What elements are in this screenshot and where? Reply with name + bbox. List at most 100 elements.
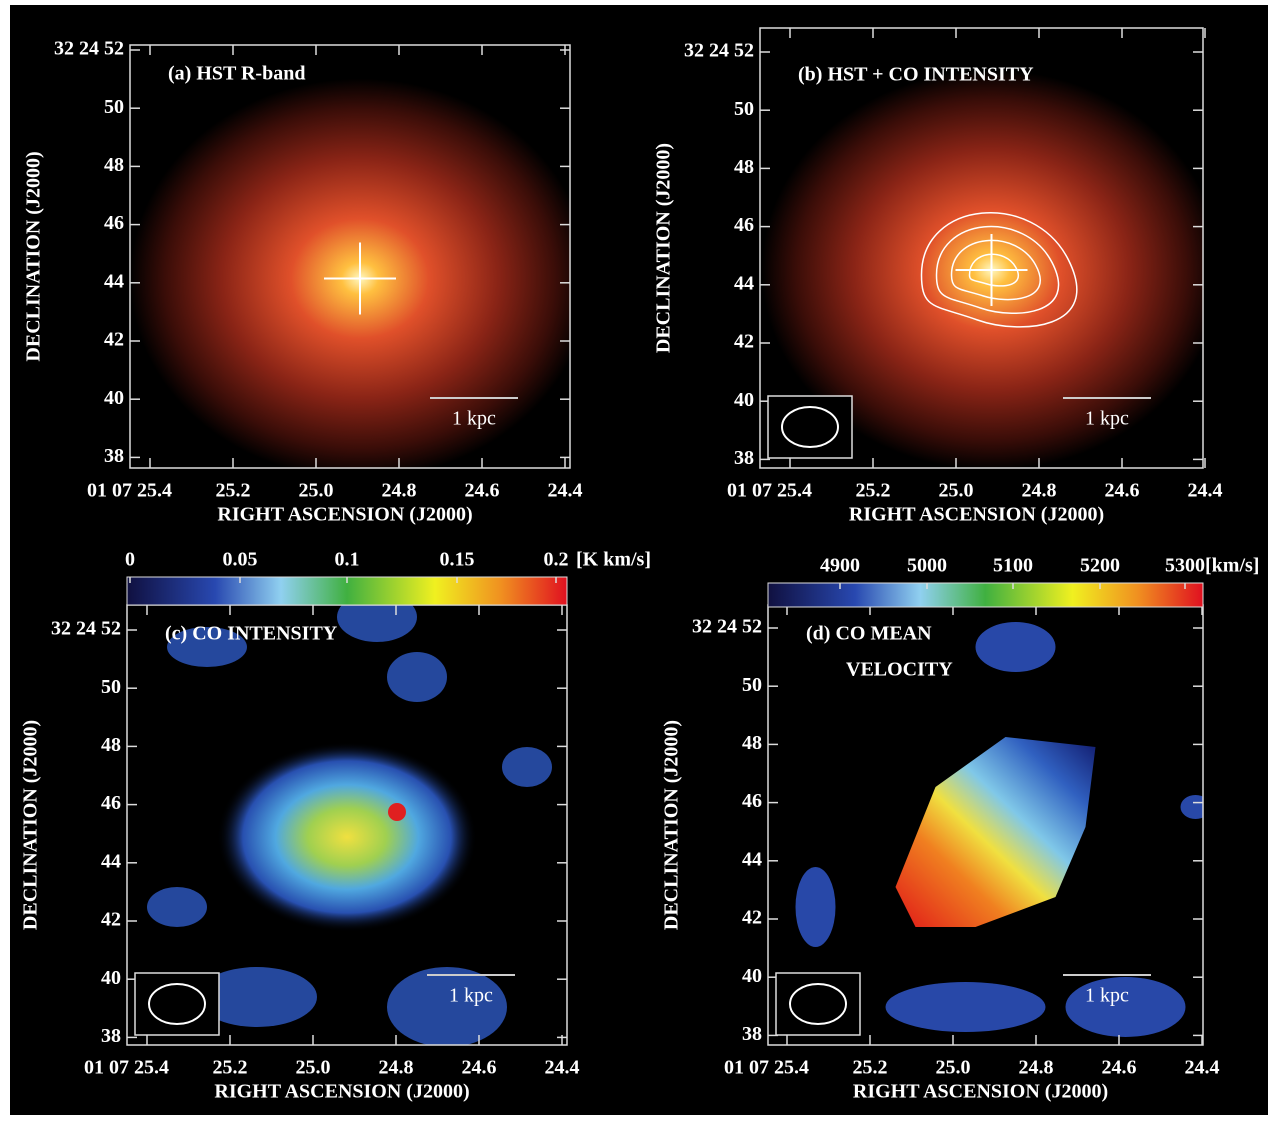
y-axis-title: DECLINATION (J2000) [23, 151, 45, 361]
blob [387, 967, 507, 1047]
scale-bar-label: 1 kpc [1085, 408, 1129, 430]
emission [217, 742, 477, 932]
y-tick-label: 32 24 52 [692, 616, 762, 638]
y-tick-label: 38 [104, 445, 124, 467]
blob [147, 887, 207, 927]
x-axis-title: RIGHT ASCENSION (J2000) [217, 504, 472, 526]
colorbar-tick-label: 5100 [993, 555, 1033, 577]
colorbar [768, 583, 1203, 607]
y-tick-label: 32 24 52 [51, 618, 121, 640]
x-tick-label: 25.0 [299, 480, 334, 502]
x-tick-label: 25.2 [213, 1057, 248, 1079]
y-tick-label: 46 [101, 792, 121, 814]
x-tick-label: 24.6 [1105, 480, 1140, 502]
panel-label: (c) CO INTENSITY [165, 623, 338, 645]
y-tick-label: 40 [742, 965, 762, 987]
x-tick-label: 24.6 [1102, 1057, 1137, 1079]
y-tick-label: 46 [104, 212, 124, 234]
y-tick-label: 50 [734, 98, 754, 120]
panel-label: VELOCITY [846, 659, 953, 681]
colorbar-tick-label: 5200 [1080, 555, 1120, 577]
colorbar-tick-label: 0.2 [544, 549, 569, 571]
y-tick-label: 32 24 52 [684, 40, 754, 62]
y-tick-label: 46 [734, 214, 754, 236]
x-tick-label: 01 07 25.4 [727, 480, 812, 502]
y-tick-label: 44 [104, 270, 124, 292]
colorbar-unit: [K km/s] [576, 549, 651, 571]
y-tick-label: 40 [101, 967, 121, 989]
scale-bar-label: 1 kpc [452, 408, 496, 430]
colorbar-unit: [km/s] [1205, 555, 1259, 577]
x-axis-title: RIGHT ASCENSION (J2000) [853, 1081, 1108, 1103]
y-tick-label: 32 24 52 [54, 38, 124, 60]
y-tick-label: 40 [104, 387, 124, 409]
x-tick-label: 24.4 [1188, 480, 1223, 502]
y-tick-label: 40 [734, 389, 754, 411]
x-tick-label: 25.0 [939, 480, 974, 502]
y-tick-label: 38 [101, 1025, 121, 1047]
x-tick-label: 24.4 [1185, 1057, 1220, 1079]
y-tick-label: 42 [101, 909, 121, 931]
x-tick-label: 25.0 [936, 1057, 971, 1079]
colorbar-tick-label: 0.05 [223, 549, 258, 571]
x-tick-label: 24.6 [465, 480, 500, 502]
image [130, 79, 590, 479]
y-tick-label: 48 [742, 732, 762, 754]
panel-label: (a) HST R-band [168, 63, 305, 85]
panel-label: (b) HST + CO INTENSITY [798, 64, 1034, 86]
panel-label: (d) CO MEAN [806, 623, 932, 645]
x-tick-label: 25.2 [856, 480, 891, 502]
y-tick-label: 38 [742, 1023, 762, 1045]
y-tick-label: 44 [734, 272, 754, 294]
y-tick-label: 42 [104, 329, 124, 351]
x-tick-label: 24.4 [548, 480, 583, 502]
x-tick-label: 25.0 [296, 1057, 331, 1079]
x-axis-title: RIGHT ASCENSION (J2000) [849, 504, 1104, 526]
y-tick-label: 50 [742, 674, 762, 696]
y-tick-label: 46 [742, 790, 762, 812]
y-axis-title: DECLINATION (J2000) [661, 720, 683, 930]
blob [976, 622, 1056, 672]
x-tick-label: 01 07 25.4 [87, 480, 172, 502]
x-tick-label: 24.8 [1019, 1057, 1054, 1079]
x-tick-label: 24.8 [382, 480, 417, 502]
x-tick-label: 24.6 [462, 1057, 497, 1079]
x-tick-label: 24.8 [1022, 480, 1057, 502]
colorbar-tick-label: 5000 [907, 555, 947, 577]
x-tick-label: 24.8 [379, 1057, 414, 1079]
y-tick-label: 48 [101, 734, 121, 756]
y-axis-title: DECLINATION (J2000) [653, 143, 675, 353]
blob [387, 652, 447, 702]
colorbar-tick-label: 5300 [1165, 555, 1205, 577]
scale-bar-label: 1 kpc [1085, 985, 1129, 1007]
x-axis-title: RIGHT ASCENSION (J2000) [214, 1081, 469, 1103]
blob [886, 982, 1046, 1032]
x-tick-label: 24.4 [545, 1057, 580, 1079]
colorbar-tick-label: 0.1 [335, 549, 360, 571]
y-tick-label: 48 [104, 154, 124, 176]
blob [502, 747, 552, 787]
beam-box [776, 973, 860, 1035]
y-tick-label: 50 [101, 676, 121, 698]
y-tick-label: 50 [104, 96, 124, 118]
blob [796, 867, 836, 947]
colorbar-tick-label: 4900 [820, 555, 860, 577]
scale-bar-label: 1 kpc [449, 985, 493, 1007]
peak [388, 803, 406, 821]
y-tick-label: 44 [101, 850, 121, 872]
y-tick-label: 42 [742, 907, 762, 929]
x-tick-label: 25.2 [216, 480, 251, 502]
y-axis-title: DECLINATION (J2000) [20, 720, 42, 930]
beam-box [768, 396, 852, 458]
y-tick-label: 48 [734, 156, 754, 178]
x-tick-label: 25.2 [853, 1057, 888, 1079]
y-tick-label: 42 [734, 331, 754, 353]
x-tick-label: 01 07 25.4 [724, 1057, 809, 1079]
beam-box [135, 973, 219, 1035]
colorbar-tick-label: 0 [125, 549, 135, 571]
x-tick-label: 01 07 25.4 [84, 1057, 169, 1079]
figure: 32 24 52 50 48 46 44 42 40 38 01 07 25.4 25.2 25.0… [0, 0, 1272, 1121]
colorbar-tick-label: 0.15 [440, 549, 475, 571]
y-tick-label: 44 [742, 848, 762, 870]
y-tick-label: 38 [734, 447, 754, 469]
